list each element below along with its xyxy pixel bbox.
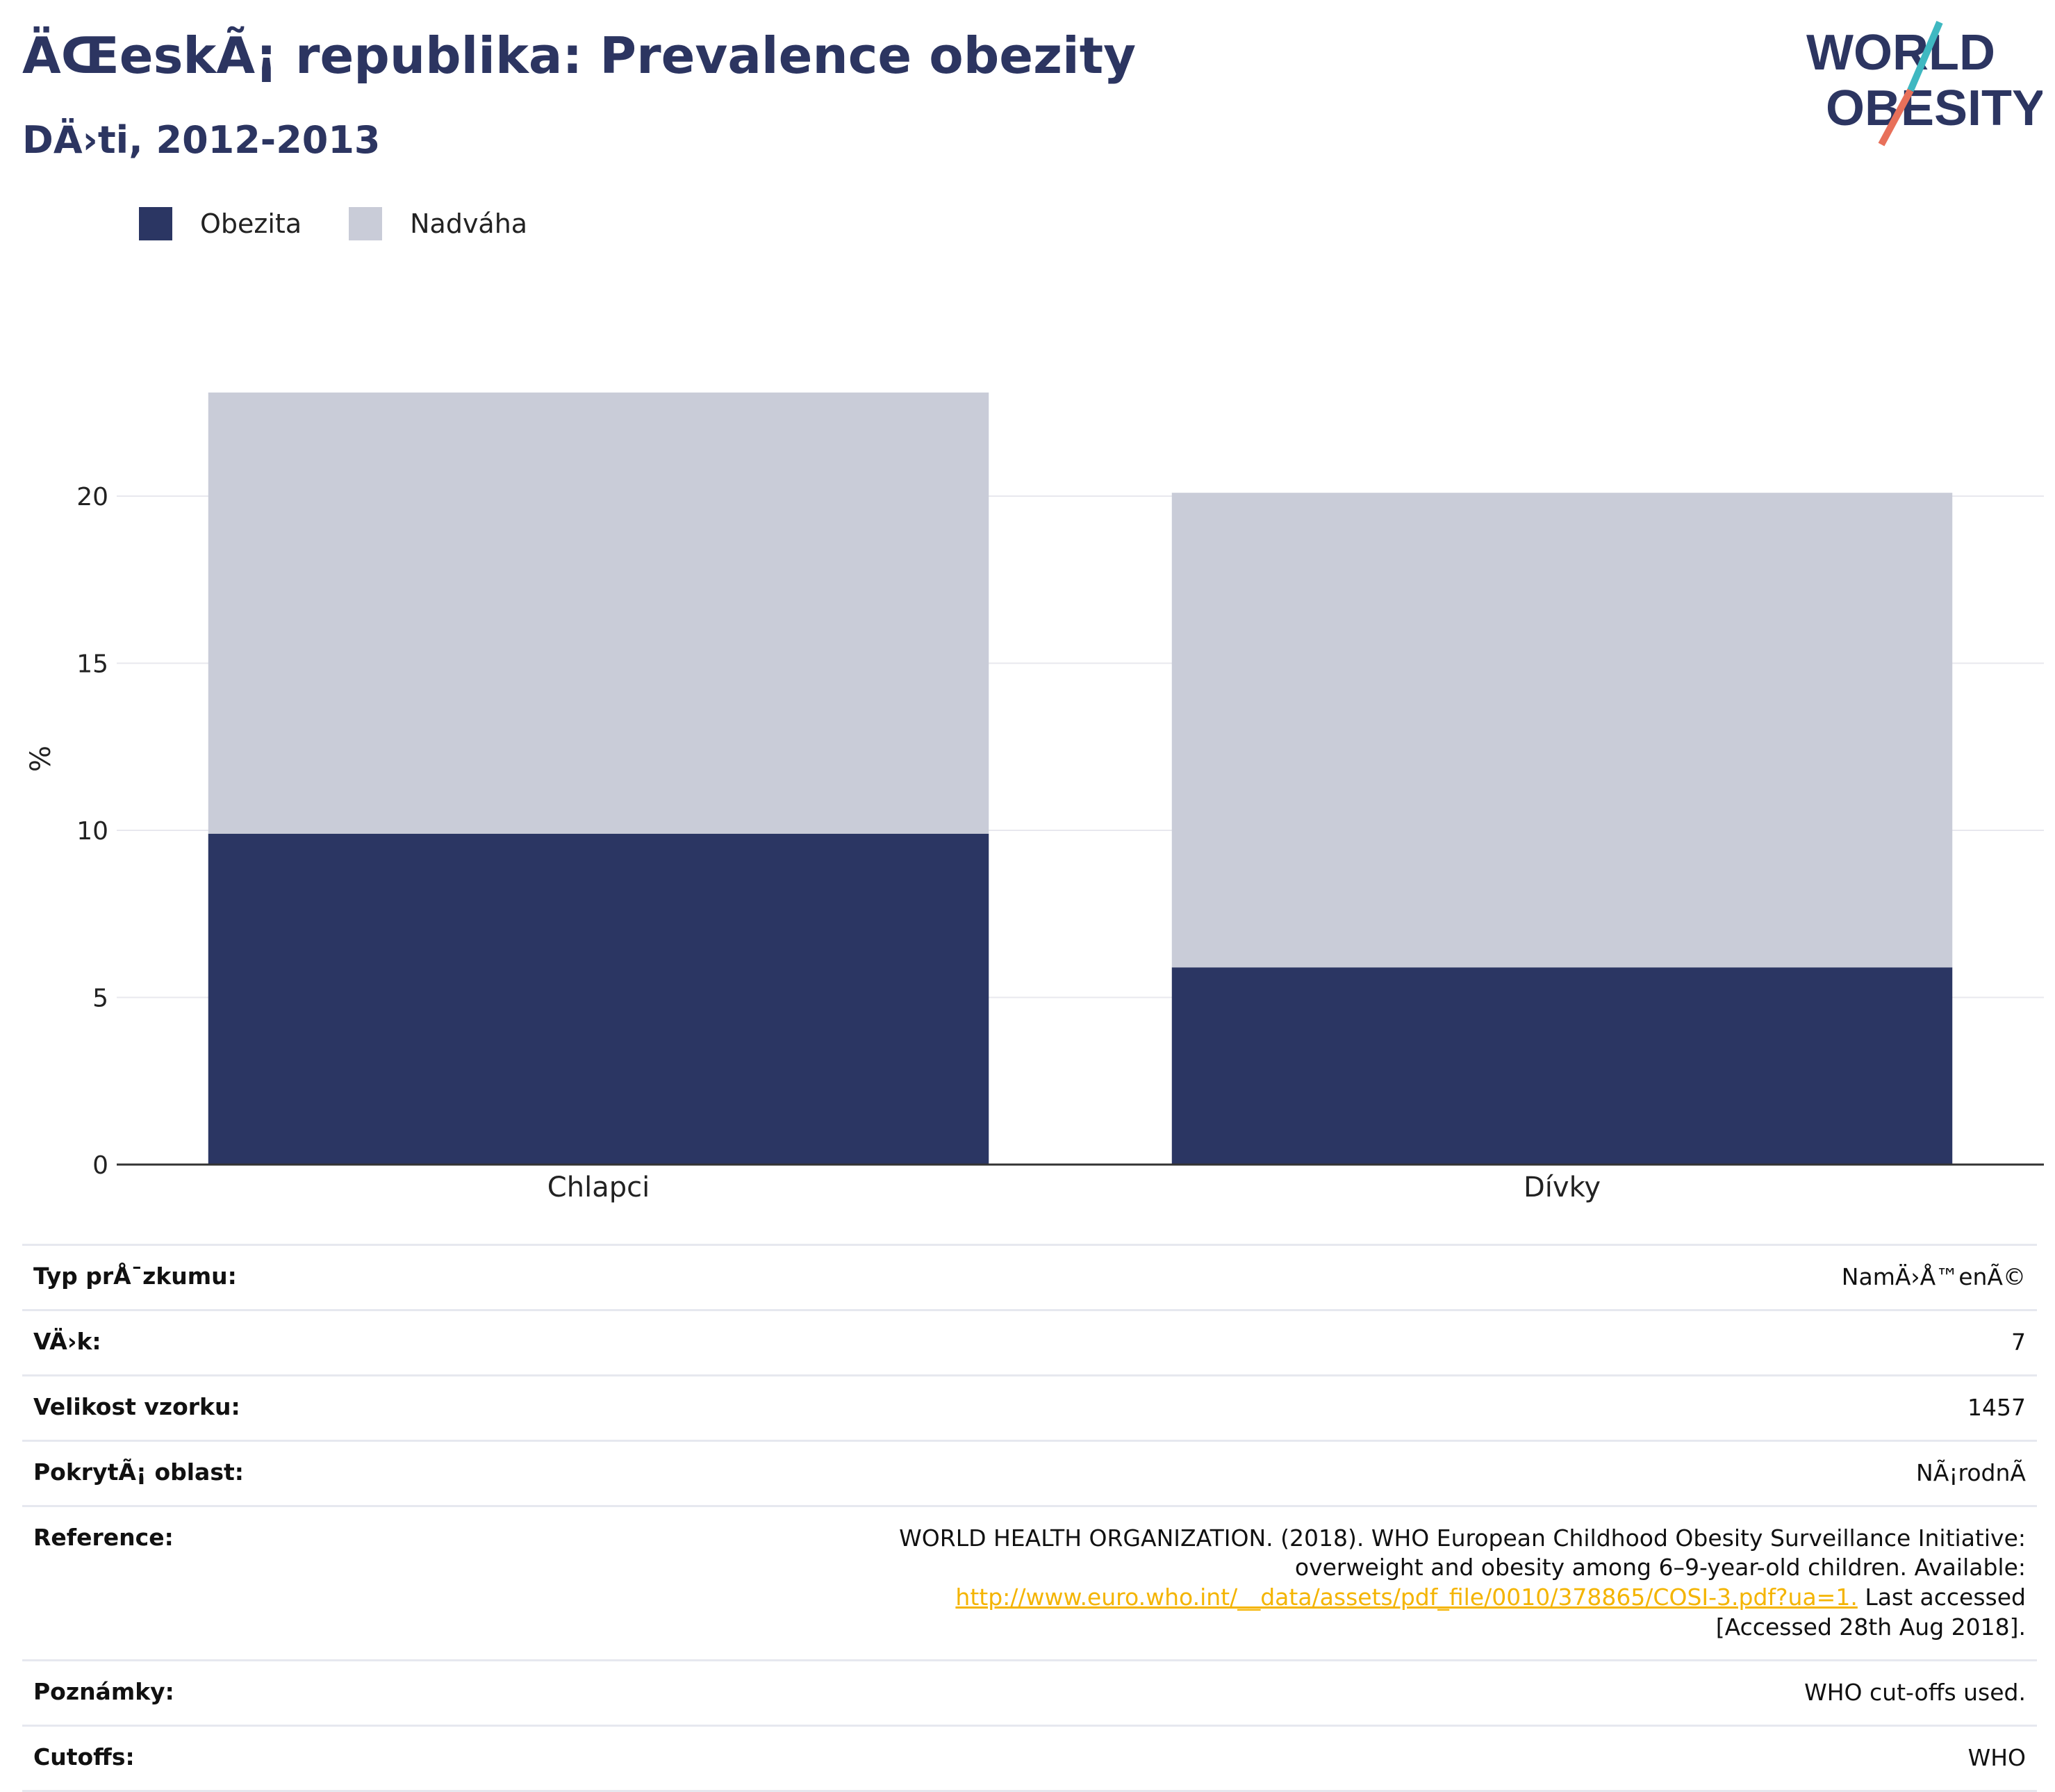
y-tick-label: 15 [76,650,108,679]
info-row-cutoffs: Cutoffs: WHO [22,1725,2037,1792]
bar-obesity [1171,967,1953,1165]
y-tick-label: 5 [92,985,108,1013]
age-label: VÄ›k: [22,1308,336,1376]
bar-overweight [208,392,989,834]
info-row-notes: Poznámky: WHO cut-offs used. [22,1659,2037,1726]
age-value: 7 [336,1308,2037,1376]
legend-label-overweight: Nadváha [410,208,528,239]
bar-overweight [1171,493,1953,968]
notes-value: WHO cut-offs used. [336,1659,2037,1726]
bar-obesity [208,833,989,1165]
survey-type-value: NamÄ›Å™enÃ© [336,1244,2037,1310]
info-row-sample-size: Velikost vzorku: 1457 [22,1374,2037,1441]
cutoffs-value: WHO [336,1725,2037,1792]
page-subtitle: DÄ›ti, 2012-2013 [22,118,381,162]
logo-slash-bottom [1878,88,1914,147]
info-row-survey-type: Typ prÅ¯zkumu: NamÄ›Å™enÃ© [22,1244,2037,1310]
survey-info-table: Typ prÅ¯zkumu: NamÄ›Å™enÃ© VÄ›k: 7 Velik… [22,1244,2037,1792]
world-obesity-logo: WORLD OBESITY [1806,21,2042,147]
survey-type-label: Typ prÅ¯zkumu: [22,1244,336,1310]
sample-size-label: Velikost vzorku: [22,1374,336,1441]
x-tick-label: Chlapci [547,1172,650,1203]
reference-label: Reference: [22,1504,336,1661]
legend-swatch-overweight [349,207,383,240]
x-tick-label: Dívky [1524,1172,1601,1203]
info-row-age: VÄ›k: 7 [22,1308,2037,1376]
logo-text-world: WORLD [1806,25,1995,81]
legend-swatch-obesity [139,207,172,240]
y-axis-label: % [25,746,57,772]
y-tick-label: 20 [76,483,108,511]
cutoffs-label: Cutoffs: [22,1725,336,1792]
sample-size-value: 1457 [336,1374,2037,1441]
reference-text-2: Last accessed [Accessed 28th Aug 2018]. [1715,1584,2026,1641]
logo-slash-top [1907,21,1943,92]
legend-item-obesity[interactable]: Obezita [139,207,302,240]
reference-value: WORLD HEALTH ORGANIZATION. (2018). WHO E… [336,1504,2037,1661]
legend-label-obesity: Obezita [200,208,302,239]
y-tick-label: 10 [76,817,108,846]
reference-link[interactable]: http://www.euro.who.int/__data/assets/pd… [955,1584,1858,1611]
y-tick-label: 0 [92,1151,108,1180]
chart-legend: Obezita Nadváha [139,207,575,240]
area-value: NÃ¡rodnÃ [336,1439,2037,1506]
info-row-reference: Reference: WORLD HEALTH ORGANIZATION. (2… [22,1504,2037,1661]
info-row-area: PokrytÃ¡ oblast: NÃ¡rodnÃ [22,1439,2037,1506]
logo-text-obesity: OBESITY [1826,81,2042,136]
bar-chart: 0 5 10 15 20% Chlapci Dívky [25,392,2044,1203]
notes-label: Poznámky: [22,1659,336,1726]
area-label: PokrytÃ¡ oblast: [22,1439,336,1506]
legend-item-overweight[interactable]: Nadváha [349,207,527,240]
page-title: ÄŒeskÃ¡ republika: Prevalence obezity [22,26,1137,85]
reference-text-1: WORLD HEALTH ORGANIZATION. (2018). WHO E… [899,1524,2026,1581]
